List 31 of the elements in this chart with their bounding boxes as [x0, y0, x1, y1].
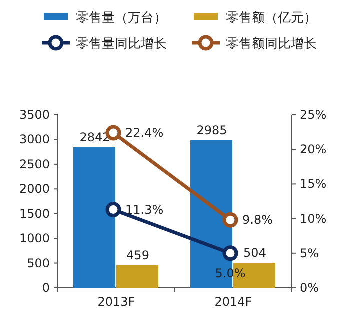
data-label: 459 [126, 248, 150, 262]
y-tick-label: 1500 [19, 206, 50, 221]
data-label: 504 [244, 246, 266, 260]
y2-tick-label: 25% [300, 108, 327, 122]
point [222, 246, 238, 262]
y2-tick-label: 10% [300, 212, 327, 226]
bar [74, 148, 116, 288]
x-tick-label: 2014F [214, 295, 252, 309]
point [106, 202, 122, 218]
data-label: 2985 [196, 123, 228, 138]
point [222, 212, 238, 228]
y-tick-label: 3500 [19, 108, 50, 122]
y2-tick-label: 20% [300, 142, 327, 157]
y2-tick-label: 15% [300, 177, 327, 192]
y-tick-label: 3000 [19, 132, 50, 147]
data-label: 9.8% [242, 213, 273, 228]
legend-label: 零售额（亿元） [226, 11, 317, 26]
legend-label: 零售额同比增长 [226, 37, 317, 52]
y-tick-label: 2500 [19, 157, 50, 172]
y-tick-label: 1000 [19, 232, 50, 246]
data-label: 11.3% [126, 202, 164, 217]
y-tick-label: 500 [27, 256, 50, 270]
bar [116, 265, 158, 288]
y-tick-label: 2000 [19, 182, 50, 196]
legend-label: 零售量（万台） [76, 11, 167, 26]
y-tick-label: 0 [42, 281, 50, 295]
y2-tick-label: 5% [300, 246, 320, 260]
data-label: 22.4% [126, 126, 164, 140]
legend-label: 零售量同比增长 [76, 37, 167, 52]
y2-tick-label: 0% [300, 281, 320, 295]
x-tick-label: 2013F [98, 295, 136, 309]
